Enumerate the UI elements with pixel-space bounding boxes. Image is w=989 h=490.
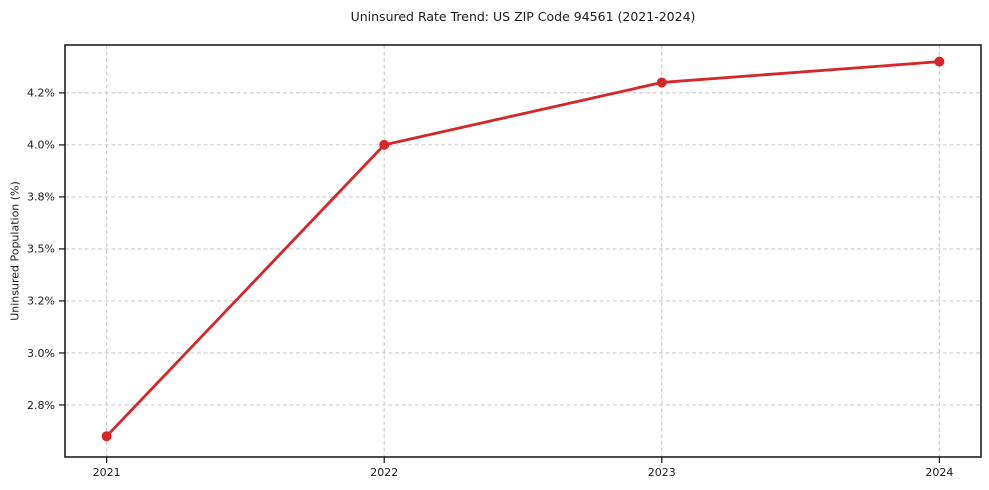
x-tick-label: 2022 [370,466,398,479]
chart-title: Uninsured Rate Trend: US ZIP Code 94561 … [350,9,696,24]
x-tick-label: 2021 [93,466,121,479]
y-tick-label: 4.2% [27,87,55,100]
y-tick-label: 3.2% [27,295,55,308]
x-tick-label: 2024 [925,466,953,479]
y-tick-label: 2.8% [27,399,55,412]
data-point-2022 [379,139,390,150]
x-tick-label: 2023 [648,466,676,479]
data-point-2023 [656,77,667,88]
y-tick-label: 3.0% [27,347,55,360]
plot-border [64,44,982,458]
y-tick-label: 3.8% [27,191,55,204]
data-point-2024 [934,56,945,67]
y-tick-label: 4.0% [27,139,55,152]
y-tick-label: 3.5% [27,243,55,256]
trend-line [105,60,941,438]
data-point-2021 [101,431,112,442]
